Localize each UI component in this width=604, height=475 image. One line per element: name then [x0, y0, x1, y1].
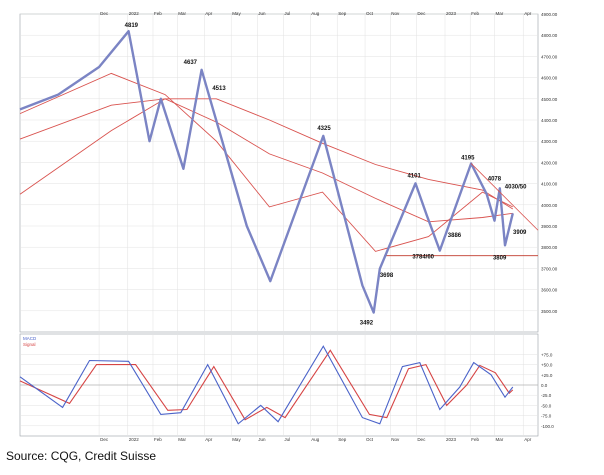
- macd-y-tick-label: -75.0: [541, 414, 552, 419]
- macd-legend-label: Signal: [23, 342, 36, 347]
- price-annotation: 3492: [360, 320, 374, 326]
- price-annotation: 3809: [493, 255, 507, 261]
- x-tick-label-bottom: Jun: [258, 437, 266, 442]
- x-tick-label-top: Aug: [311, 11, 320, 16]
- price-y-tick-label: 3500.00: [541, 309, 558, 314]
- price-y-tick-label: 4000.00: [541, 203, 558, 208]
- price-annotation: 3784/60: [412, 255, 434, 261]
- price-y-tick-label: 4900.00: [541, 12, 558, 17]
- x-tick-label-top: Apr: [524, 11, 532, 16]
- resistance-trendline: [470, 163, 539, 231]
- x-tick-label-top: Apr: [205, 11, 213, 16]
- macd-y-tick-label: +75.0: [541, 352, 553, 357]
- price-annotation: 3698: [380, 273, 394, 279]
- moving-average-line: [19, 98, 514, 210]
- x-tick-label-bottom: Nov: [391, 437, 400, 442]
- price-y-tick-label: 3700.00: [541, 266, 558, 271]
- x-tick-label-top: Nov: [391, 11, 400, 16]
- x-tick-label-bottom: Feb: [471, 437, 479, 442]
- price-y-tick-label: 4500.00: [541, 97, 558, 102]
- x-tick-label-top: Feb: [154, 11, 162, 16]
- price-y-tick-label: 4700.00: [541, 54, 558, 59]
- macd-y-tick-label: -50.0: [541, 403, 552, 408]
- x-tick-label-bottom: Mar: [496, 437, 504, 442]
- price-series-group: [19, 30, 539, 314]
- price-annotation: 4637: [184, 60, 198, 66]
- price-annotation: 4325: [317, 126, 331, 132]
- price-y-tick-label: 3800.00: [541, 245, 558, 250]
- macd-signal-line: [19, 349, 514, 421]
- macd-legend-label: MACD: [23, 336, 37, 341]
- moving-average-line: [19, 98, 513, 223]
- x-tick-label-bottom: Sep: [338, 437, 347, 442]
- x-tick-label-top: Mar: [178, 11, 186, 16]
- price-y-tick-label: 4100.00: [541, 182, 558, 187]
- price-line: [19, 30, 514, 314]
- price-annotation: 3909: [513, 230, 527, 236]
- source-note: Source: CQG, Credit Suisse: [6, 449, 157, 463]
- x-tick-label-top: Jun: [258, 11, 266, 16]
- x-tick-label-bottom: Dec: [417, 437, 426, 442]
- price-annotation: 4195: [461, 155, 475, 161]
- x-tick-label-bottom: Oct: [366, 437, 374, 442]
- price-y-axis: 3500.00 3600.00 3700.00 3800.00 3900.00 4000.…: [541, 12, 558, 314]
- x-tick-label-bottom: Jul: [284, 437, 290, 442]
- macd-y-axis: +75.0 +50.0 +25.0 0.0 -25.0 -50.0 -75.0 -100.0: [541, 352, 554, 428]
- macd-y-tick-label: -25.0: [541, 393, 552, 398]
- macd-y-tick-label: -100.0: [541, 424, 554, 429]
- price-annotation: 4030/50: [505, 184, 527, 190]
- x-tick-label-top: Jul: [284, 11, 290, 16]
- x-tick-label-bottom: Dec: [100, 437, 109, 442]
- price-y-tick-label: 4300.00: [541, 139, 558, 144]
- macd-y-tick-label: +50.0: [541, 363, 553, 368]
- x-tick-label-top: Oct: [366, 11, 374, 16]
- price-y-tick-label: 3600.00: [541, 288, 558, 293]
- price-annotation: 4513: [212, 86, 226, 92]
- price-y-tick-label: 4600.00: [541, 76, 558, 81]
- price-annotation: 3886: [448, 233, 462, 239]
- x-tick-label-top: Dec: [417, 11, 426, 16]
- x-tick-label-bottom: Feb: [154, 437, 162, 442]
- x-tick-label-top: Sep: [338, 11, 347, 16]
- x-tick-label-bottom: 2023: [446, 437, 457, 442]
- x-tick-label-bottom: Apr: [524, 437, 532, 442]
- x-tick-label-top: 2023: [446, 11, 457, 16]
- x-tick-label-top: Feb: [471, 11, 479, 16]
- x-tick-label-top: May: [232, 11, 241, 16]
- x-tick-label-bottom: Apr: [205, 437, 213, 442]
- macd-y-tick-label: 0.0: [541, 383, 548, 388]
- price-y-tick-label: 4200.00: [541, 160, 558, 165]
- macd-y-tick-label: +25.0: [541, 373, 553, 378]
- x-tick-label-bottom: Aug: [311, 437, 320, 442]
- price-y-tick-label: 4400.00: [541, 118, 558, 123]
- price-annotation: 4819: [125, 23, 139, 29]
- price-panel: [19, 13, 539, 333]
- price-y-tick-label: 4800.00: [541, 33, 558, 38]
- x-tick-label-top: Dec: [100, 11, 109, 16]
- x-tick-label-top: Mar: [496, 11, 504, 16]
- x-tick-label-top: 2022: [129, 11, 140, 16]
- x-tick-label-bottom: Mar: [178, 437, 186, 442]
- price-annotation: 4101: [407, 173, 421, 179]
- x-axis: Dec Dec 2022 2022 Feb Feb Mar Mar Apr Apr May May Ju…: [100, 11, 532, 442]
- x-tick-label-bottom: May: [232, 437, 241, 442]
- price-annotation: 4078: [488, 176, 502, 182]
- macd-line: [19, 345, 514, 425]
- price-y-tick-label: 3900.00: [541, 224, 558, 229]
- x-tick-label-bottom: 2022: [129, 437, 140, 442]
